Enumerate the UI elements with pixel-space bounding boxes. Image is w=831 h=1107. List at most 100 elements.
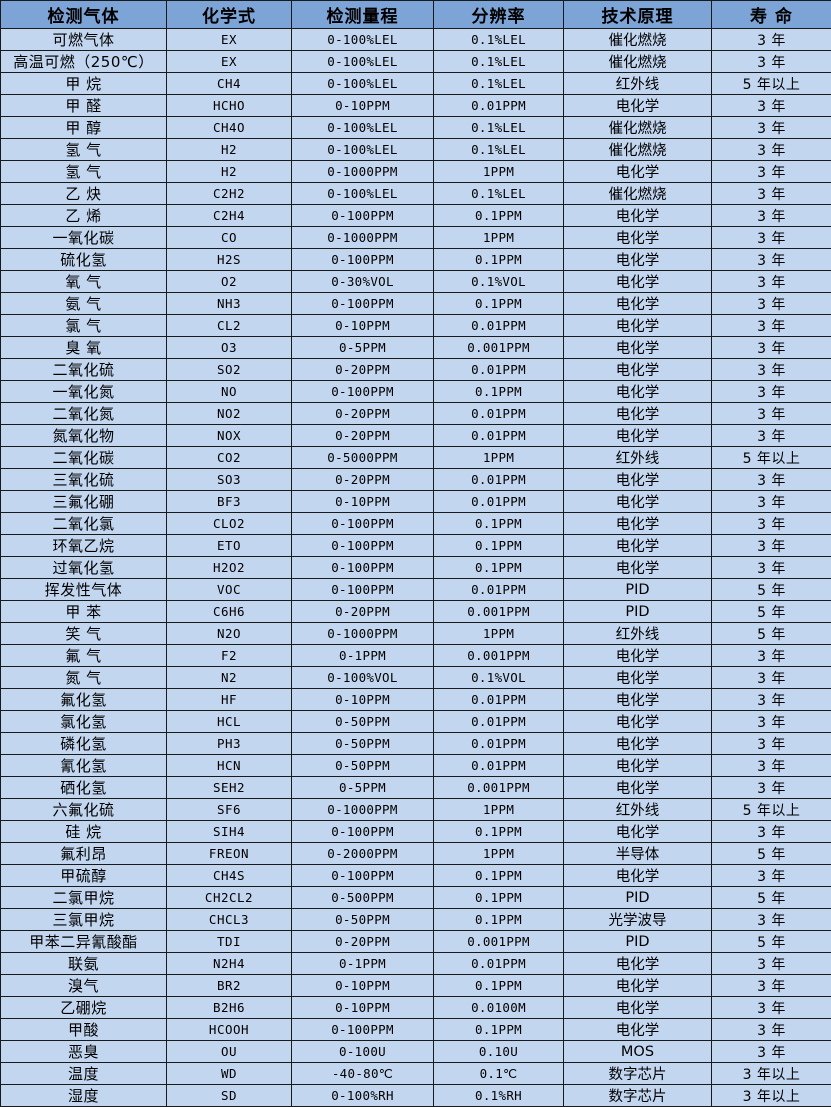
cell-tech: 电化学: [564, 975, 712, 997]
cell-res: 0.1PPM: [434, 513, 564, 535]
cell-tech: 电化学: [564, 293, 712, 315]
cell-range: 0-1000PPM: [292, 161, 434, 183]
cell-gas: 二氯甲烷: [1, 887, 167, 909]
cell-formula: CHCL3: [167, 909, 292, 931]
cell-tech: 红外线: [564, 73, 712, 95]
cell-range: 0-10PPM: [292, 315, 434, 337]
cell-gas: 笑 气: [1, 623, 167, 645]
cell-formula: N2: [167, 667, 292, 689]
column-header-technology: 技术原理: [564, 1, 712, 29]
cell-formula: B2H6: [167, 997, 292, 1019]
cell-range: 0-10PPM: [292, 95, 434, 117]
cell-res: 0.001PPM: [434, 931, 564, 953]
cell-formula: H2: [167, 139, 292, 161]
cell-res: 0.01PPM: [434, 315, 564, 337]
cell-tech: 电化学: [564, 381, 712, 403]
cell-gas: 氯 气: [1, 315, 167, 337]
cell-formula: SEH2: [167, 777, 292, 799]
cell-tech: 电化学: [564, 249, 712, 271]
cell-tech: 半导体: [564, 843, 712, 865]
cell-res: 1PPM: [434, 843, 564, 865]
cell-gas: 联氨: [1, 953, 167, 975]
cell-range: 0-1PPM: [292, 953, 434, 975]
cell-range: 0-100%LEL: [292, 139, 434, 161]
cell-range: 0-20PPM: [292, 469, 434, 491]
cell-life: 3 年: [712, 1019, 831, 1041]
cell-res: 0.001PPM: [434, 777, 564, 799]
cell-tech: 红外线: [564, 799, 712, 821]
cell-range: 0-10PPM: [292, 689, 434, 711]
cell-life: 3 年: [712, 271, 831, 293]
cell-gas: 温度: [1, 1063, 167, 1085]
cell-formula: EX: [167, 29, 292, 51]
column-header-range: 检测量程: [292, 1, 434, 29]
cell-res: 0.1PPM: [434, 865, 564, 887]
cell-range: 0-100%LEL: [292, 51, 434, 73]
cell-res: 0.1℃: [434, 1063, 564, 1085]
cell-formula: BF3: [167, 491, 292, 513]
cell-range: 0-5000PPM: [292, 447, 434, 469]
cell-formula: C2H4: [167, 205, 292, 227]
cell-life: 3 年: [712, 1041, 831, 1063]
cell-gas: 硅 烷: [1, 821, 167, 843]
cell-life: 3 年: [712, 821, 831, 843]
cell-range: 0-100PPM: [292, 293, 434, 315]
cell-res: 0.1PPM: [434, 381, 564, 403]
cell-tech: MOS: [564, 1041, 712, 1063]
cell-res: 0.0100M: [434, 997, 564, 1019]
cell-gas: 过氧化氢: [1, 557, 167, 579]
cell-life: 5 年: [712, 843, 831, 865]
cell-formula: O3: [167, 337, 292, 359]
cell-gas: 可燃气体: [1, 29, 167, 51]
cell-life: 5 年以上: [712, 447, 831, 469]
cell-tech: PID: [564, 887, 712, 909]
cell-range: -40-80℃: [292, 1063, 434, 1085]
cell-res: 0.01PPM: [434, 95, 564, 117]
cell-res: 0.01PPM: [434, 359, 564, 381]
cell-res: 0.1PPM: [434, 557, 564, 579]
cell-formula: FREON: [167, 843, 292, 865]
cell-gas: 甲 醇: [1, 117, 167, 139]
cell-formula: N2O: [167, 623, 292, 645]
cell-range: 0-5PPM: [292, 777, 434, 799]
cell-range: 0-100PPM: [292, 381, 434, 403]
cell-formula: SD: [167, 1085, 292, 1107]
cell-life: 3 年: [712, 689, 831, 711]
cell-formula: CH4: [167, 73, 292, 95]
cell-range: 0-50PPM: [292, 909, 434, 931]
cell-tech: 红外线: [564, 447, 712, 469]
cell-formula: CH4O: [167, 117, 292, 139]
cell-tech: 电化学: [564, 953, 712, 975]
cell-life: 5 年: [712, 887, 831, 909]
cell-formula: HF: [167, 689, 292, 711]
cell-life: 3 年: [712, 249, 831, 271]
cell-formula: CH4S: [167, 865, 292, 887]
cell-life: 3 年: [712, 161, 831, 183]
cell-res: 0.001PPM: [434, 337, 564, 359]
cell-gas: 氮氧化物: [1, 425, 167, 447]
cell-range: 0-100PPM: [292, 1019, 434, 1041]
cell-formula: CO2: [167, 447, 292, 469]
cell-life: 3 年: [712, 733, 831, 755]
cell-life: 3 年: [712, 535, 831, 557]
cell-gas: 一氧化碳: [1, 227, 167, 249]
cell-life: 3 年: [712, 337, 831, 359]
cell-gas: 二氧化氯: [1, 513, 167, 535]
cell-range: 0-100PPM: [292, 557, 434, 579]
cell-range: 0-2000PPM: [292, 843, 434, 865]
cell-life: 3 年: [712, 469, 831, 491]
cell-gas: 溴气: [1, 975, 167, 997]
cell-res: 0.01PPM: [434, 469, 564, 491]
cell-gas: 氟利昂: [1, 843, 167, 865]
